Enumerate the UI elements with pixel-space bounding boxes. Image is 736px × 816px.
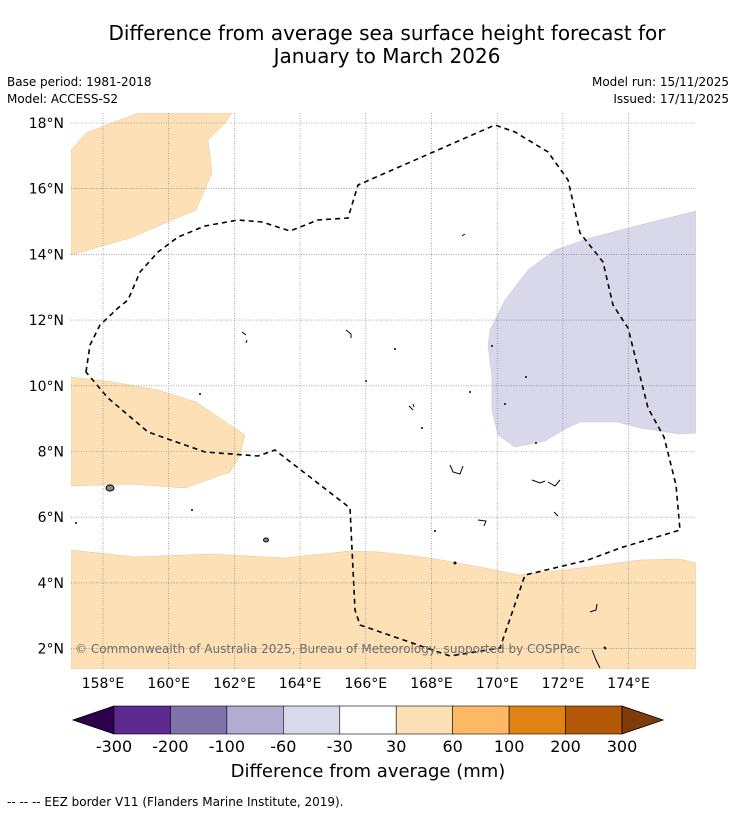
longitude-label: 162°E xyxy=(213,676,256,692)
colorbar-bin xyxy=(339,705,397,735)
island-dot xyxy=(394,348,396,350)
islands xyxy=(75,233,607,669)
base-period: Base period: 1981-2018 xyxy=(7,75,152,89)
colorbar-tick-label: 200 xyxy=(550,737,581,756)
colorbar-bin xyxy=(395,705,453,735)
colorbar-tick-label: -200 xyxy=(152,737,189,756)
colorbar-bin xyxy=(170,705,228,735)
colorbar-bin xyxy=(226,705,284,735)
copyright-notice: © Commonwealth of Australia 2025, Bureau… xyxy=(75,642,580,656)
anomaly-region-south xyxy=(71,549,696,669)
latitude-label: 10°N xyxy=(29,379,64,395)
island-atoll xyxy=(263,537,269,543)
issued-date: Issued: 17/11/2025 xyxy=(613,92,729,106)
island-dot xyxy=(504,403,506,405)
colorbar-bin xyxy=(508,705,566,735)
longitude-label: 168°E xyxy=(410,676,453,692)
longitude-label: 172°E xyxy=(542,676,585,692)
meta-left: Base period: 1981-2018 Model: ACCESS-S2 xyxy=(7,74,152,108)
island-dot xyxy=(199,393,201,395)
island-atoll xyxy=(449,464,464,475)
colorbar-tick-label: 300 xyxy=(606,737,638,756)
colorbar-tick-label: -100 xyxy=(208,737,246,756)
island-atoll xyxy=(553,511,559,517)
island-dot xyxy=(469,391,471,393)
island-atoll xyxy=(589,603,598,613)
island-dot xyxy=(525,376,527,378)
colorbar-bin xyxy=(283,705,341,735)
colorbar-tick-label: -60 xyxy=(270,737,297,756)
longitude-labels: 158°E 160°E 162°E 164°E 166°E 168°E 170°E 172°E… xyxy=(82,676,650,692)
anomaly-region-northwest xyxy=(71,113,233,256)
latitude-labels: 18°N 16°N 14°N 12°N 10°N 8°N 6°N 4°N 2°N xyxy=(29,116,64,658)
longitude-label: 160°E xyxy=(147,676,190,692)
chart-title: Difference from average sea surface heig… xyxy=(0,22,736,68)
longitude-label: 174°E xyxy=(607,676,650,692)
latitude-label: 18°N xyxy=(29,116,64,132)
colorbar-tick-label: 60 xyxy=(442,737,463,756)
latitude-label: 12°N xyxy=(29,313,64,329)
title-line-1: Difference from average sea surface heig… xyxy=(108,21,666,45)
map-area: © Commonwealth of Australia 2025, Bureau… xyxy=(71,113,696,669)
latitude-label: 16°N xyxy=(29,182,64,198)
longitude-label: 170°E xyxy=(476,676,519,692)
colorbar-title: Difference from average (mm) xyxy=(230,761,506,782)
colorbar-bin xyxy=(113,705,171,735)
meta-right: Model run: 15/11/2025 Issued: 17/11/2025 xyxy=(592,74,729,108)
latitude-label: 14°N xyxy=(29,247,64,263)
model-name: Model: ACCESS-S2 xyxy=(7,92,119,106)
latitude-label: 8°N xyxy=(38,445,64,461)
eez-legend: -- -- -- EEZ border V11 (Flanders Marine… xyxy=(7,795,344,809)
island-atoll xyxy=(603,646,607,650)
island-atoll xyxy=(477,519,487,527)
colorbar-bin xyxy=(452,705,510,735)
island-atoll xyxy=(241,331,248,344)
colorbar-tick-label: -300 xyxy=(95,737,133,756)
colorbar-extend-high xyxy=(621,705,665,735)
colorbar-tick-label: 100 xyxy=(493,737,525,756)
colorbar-bin xyxy=(565,705,623,735)
island-dot xyxy=(491,345,493,347)
island-dot xyxy=(75,522,77,524)
colorbar-tick-label: 30 xyxy=(386,737,407,756)
colorbar-tick-label: -30 xyxy=(326,737,353,756)
longitude-label: 164°E xyxy=(279,676,322,692)
island-atoll xyxy=(531,479,561,487)
eez-border xyxy=(85,124,681,657)
island-dot xyxy=(535,442,537,444)
anomaly-region-east xyxy=(487,210,696,448)
island-dot xyxy=(453,561,457,565)
island-atoll xyxy=(461,233,466,237)
longitude-label: 158°E xyxy=(82,676,125,692)
latitude-label: 6°N xyxy=(38,510,64,526)
title-line-2: January to March 2026 xyxy=(273,44,501,68)
colorbar xyxy=(71,705,665,735)
island-dot xyxy=(434,530,436,532)
gridlines xyxy=(71,113,696,669)
island-dot xyxy=(421,427,423,429)
colorbar-extend-low xyxy=(71,705,115,735)
island-atoll xyxy=(408,403,415,411)
island-atoll xyxy=(345,329,352,338)
latitude-label: 2°N xyxy=(38,642,64,658)
island-atoll xyxy=(105,484,115,492)
longitude-label: 166°E xyxy=(345,676,388,692)
model-run: Model run: 15/11/2025 xyxy=(591,75,729,89)
latitude-label: 4°N xyxy=(38,576,64,592)
island-dot xyxy=(191,509,193,511)
island-atoll xyxy=(591,649,601,669)
